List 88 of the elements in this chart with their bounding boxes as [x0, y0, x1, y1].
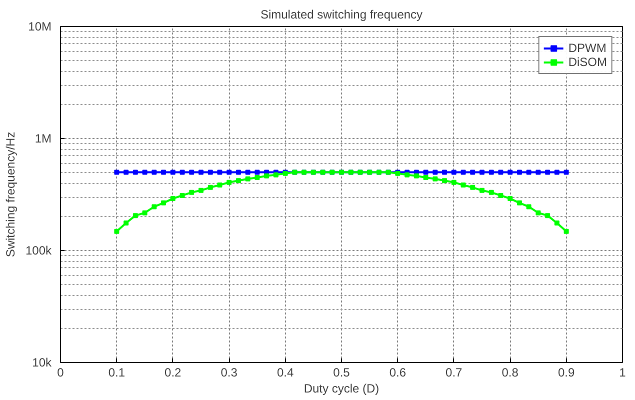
y-tick-label: 100k [25, 244, 52, 258]
point [516, 170, 522, 175]
point [245, 170, 250, 175]
point [152, 204, 157, 210]
point [536, 210, 541, 216]
point [451, 180, 456, 185]
point [226, 170, 232, 175]
point [432, 176, 438, 182]
x-tick-label: 0.2 [164, 366, 182, 380]
x-tick-label: 0.4 [276, 366, 294, 380]
point [564, 170, 569, 175]
x-tick-label: 0.9 [558, 366, 575, 380]
y-tick-label: 10M [28, 20, 52, 34]
point [236, 178, 241, 184]
point [488, 190, 494, 195]
point [423, 175, 428, 180]
point [423, 170, 428, 175]
point [470, 170, 476, 175]
point [508, 196, 513, 202]
point [554, 220, 560, 226]
point [273, 172, 278, 178]
x-tick-label: 1 [619, 366, 626, 380]
point [189, 170, 194, 175]
point [488, 170, 494, 175]
point [432, 170, 438, 175]
point [498, 170, 504, 175]
point [254, 175, 260, 180]
point [480, 188, 484, 193]
x-tick-label: 0.1 [108, 366, 126, 380]
point [508, 170, 513, 175]
point [442, 170, 448, 175]
point [536, 170, 541, 175]
point [189, 190, 194, 195]
y-tick-label: 1M [34, 132, 52, 146]
x-tick-label: 0 [57, 366, 64, 380]
point [217, 182, 222, 188]
point [198, 188, 204, 193]
point [208, 184, 213, 190]
point [460, 182, 466, 188]
point [132, 213, 138, 218]
point [124, 170, 129, 175]
point [180, 170, 185, 175]
point [498, 192, 504, 198]
point [526, 170, 532, 175]
point [545, 213, 550, 218]
point [564, 228, 569, 234]
point [236, 170, 241, 175]
x-axis-title: Duty cycle (D) [304, 382, 380, 396]
legend-label: DiSOM [568, 55, 607, 69]
point [414, 173, 419, 178]
point [142, 210, 148, 216]
point [516, 200, 522, 206]
point [254, 170, 260, 175]
point [480, 170, 484, 175]
point [180, 192, 185, 198]
point [264, 173, 270, 178]
x-tick-label: 0.5 [333, 366, 350, 380]
point [451, 170, 456, 175]
x-tick-label: 0.3 [220, 366, 238, 380]
x-tick-label: 0.7 [446, 366, 463, 380]
point [170, 170, 176, 175]
point [198, 170, 204, 175]
point [545, 170, 550, 175]
point [470, 184, 476, 190]
point [161, 200, 166, 206]
legend-label: DPWM [568, 41, 606, 55]
point [217, 170, 222, 175]
point [114, 228, 120, 234]
point [460, 170, 466, 175]
point [170, 196, 176, 202]
point [554, 170, 560, 175]
point [226, 180, 232, 185]
chart-title: Simulated switching frequency [260, 8, 423, 22]
point [124, 220, 129, 226]
point [161, 170, 166, 175]
point [208, 170, 213, 175]
y-tick-label: 10k [32, 356, 52, 370]
y-axis-title: Switching frequency/Hz [3, 132, 18, 258]
point [442, 178, 448, 184]
x-tick-label: 0.8 [502, 366, 519, 380]
x-tick-label: 0.6 [389, 366, 406, 380]
point [132, 170, 138, 175]
point [526, 204, 532, 210]
point [404, 172, 410, 178]
point [142, 170, 148, 175]
point [152, 170, 157, 175]
point [245, 176, 250, 182]
point [114, 170, 120, 175]
